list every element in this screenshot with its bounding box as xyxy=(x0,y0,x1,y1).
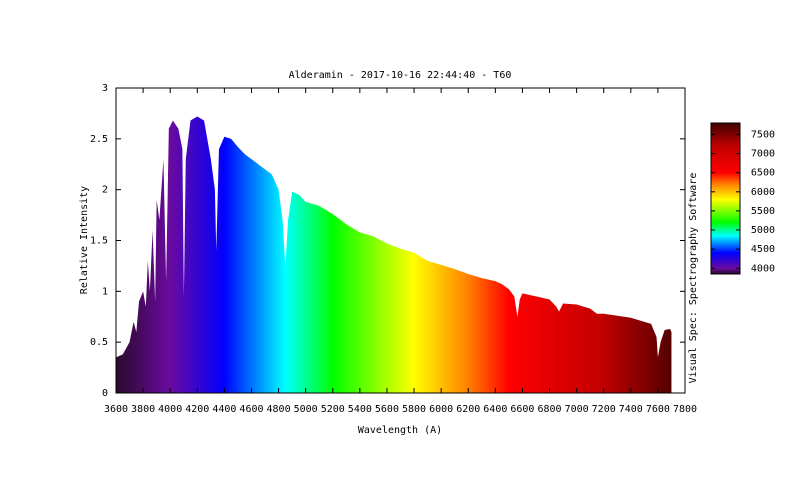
x-tick-label: 7600 xyxy=(646,404,670,415)
y-tick-label: 0 xyxy=(102,388,108,399)
colorbar-tick-label: 6500 xyxy=(751,168,775,179)
x-tick-label: 6000 xyxy=(429,404,453,415)
x-tick-label: 3600 xyxy=(104,404,128,415)
x-tick-label: 4800 xyxy=(267,404,291,415)
colorbar-tick-label: 4500 xyxy=(751,244,775,255)
x-tick-label: 5400 xyxy=(348,404,372,415)
x-tick-label: 3800 xyxy=(131,404,155,415)
colorbar xyxy=(710,122,741,275)
y-tick-label: 1 xyxy=(102,286,108,297)
colorbar-tick-label: 5000 xyxy=(751,225,775,236)
colorbar-tick-label: 6000 xyxy=(751,187,775,198)
y-tick-label: 0.5 xyxy=(90,337,108,348)
x-tick-label: 5800 xyxy=(402,404,426,415)
x-tick-label: 5000 xyxy=(294,404,318,415)
chart-title: Alderamin - 2017-10-16 22:44:40 - T60 xyxy=(289,70,512,81)
x-tick-label: 5600 xyxy=(375,404,399,415)
x-tick-label: 6600 xyxy=(510,404,534,415)
x-tick-label: 6200 xyxy=(456,404,480,415)
x-tick-label: 7200 xyxy=(592,404,616,415)
colorbar-tick-label: 7500 xyxy=(751,129,775,140)
side-label: Visual Spec: Spectrography Software xyxy=(688,173,699,384)
y-tick-label: 2.5 xyxy=(90,134,108,145)
x-tick-label: 4600 xyxy=(239,404,263,415)
spectrum-area xyxy=(116,116,672,393)
x-tick-label: 7800 xyxy=(673,404,697,415)
y-tick-label: 2 xyxy=(102,185,108,196)
x-axis-label: Wavelength (A) xyxy=(358,425,442,436)
x-tick-label: 4200 xyxy=(185,404,209,415)
y-axis-label: Relative Intensity xyxy=(79,186,90,294)
colorbar-tick-label: 7000 xyxy=(751,149,775,160)
x-tick-label: 7400 xyxy=(619,404,643,415)
x-tick-label: 4000 xyxy=(158,404,182,415)
x-tick-label: 5200 xyxy=(321,404,345,415)
x-tick-label: 6400 xyxy=(483,404,507,415)
x-tick-label: 6800 xyxy=(537,404,561,415)
x-tick-label: 7000 xyxy=(565,404,589,415)
y-tick-label: 1.5 xyxy=(90,236,108,247)
colorbar-tick-label: 5500 xyxy=(751,206,775,217)
y-tick-label: 3 xyxy=(102,83,108,94)
colorbar-tick-label: 4000 xyxy=(751,263,775,274)
x-tick-label: 4400 xyxy=(212,404,236,415)
